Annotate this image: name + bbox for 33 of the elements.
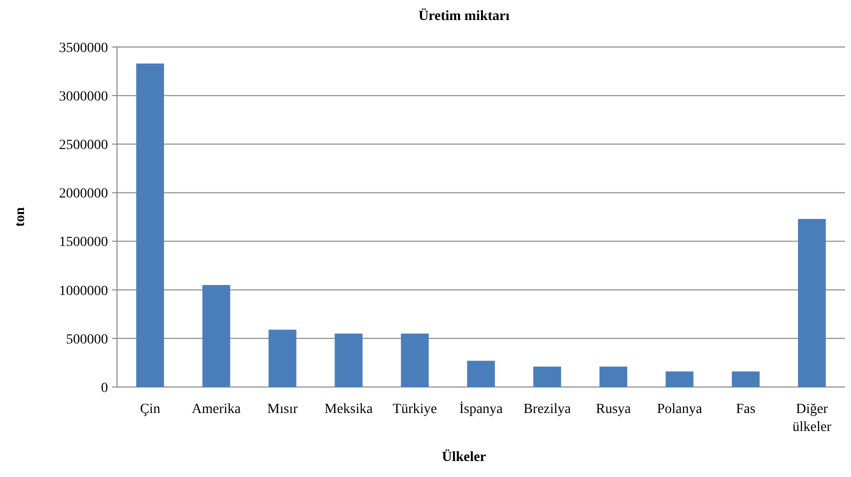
x-tick-label: Polanya [656,402,703,417]
x-tick-label: Mısır [267,402,298,417]
bar [467,360,495,387]
x-tick-label: Çin [140,402,160,417]
x-tick-label: Fas [736,402,756,417]
y-axis-title: ton [13,207,28,227]
bar [533,366,562,387]
x-tick-label: Türkiye [392,402,437,417]
bar [732,371,760,387]
bar [268,330,296,387]
bar [400,334,429,387]
x-tick-label: Diğer ülkeler [792,402,832,435]
y-tick-label: 1500000 [59,235,108,250]
bar [136,64,164,387]
y-tick-label: 1000000 [59,284,108,299]
bar [334,334,363,387]
y-tick-label: 3000000 [59,89,108,104]
y-tick-label: 500000 [66,332,108,348]
bar [599,366,628,387]
bar [798,218,826,387]
bar [202,285,230,387]
y-tick-label: 3500000 [59,40,108,56]
x-tick-label: Amerika [192,402,242,417]
bar [666,371,694,387]
x-tick-label: Brezilya [523,402,572,417]
x-tick-label: İspanya [459,401,504,417]
y-tick-label: 2000000 [59,186,108,202]
y-tick-label: 0 [101,380,108,396]
x-tick-label: Rusya [596,402,632,417]
chart-title: Üretim miktarı [418,8,510,24]
y-tick-label: 2500000 [59,138,108,154]
x-tick-label: Meksika [324,402,374,417]
x-axis-title: Ülkeler [442,449,486,465]
